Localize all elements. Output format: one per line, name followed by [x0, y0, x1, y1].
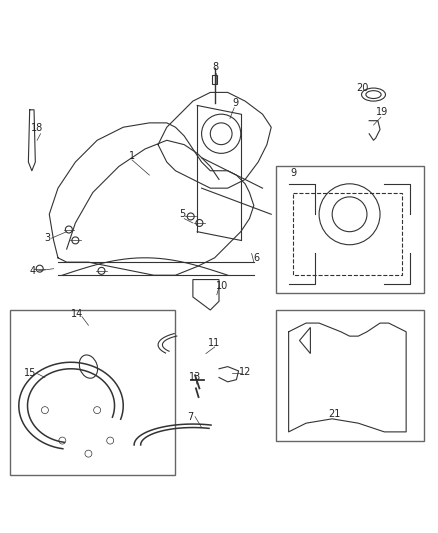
- Text: 4: 4: [30, 266, 36, 276]
- Text: 19: 19: [376, 107, 389, 117]
- Text: 18: 18: [31, 123, 43, 133]
- Text: 13: 13: [189, 373, 201, 383]
- Text: 5: 5: [179, 209, 185, 219]
- Text: 9: 9: [291, 168, 297, 178]
- Text: 3: 3: [44, 233, 50, 243]
- Bar: [212, 75, 217, 84]
- Text: 9: 9: [233, 98, 239, 108]
- Text: 21: 21: [328, 409, 340, 419]
- Text: 11: 11: [208, 338, 220, 348]
- Text: 8: 8: [212, 62, 219, 72]
- Text: 15: 15: [24, 368, 36, 378]
- Text: 1: 1: [129, 150, 135, 160]
- Text: 7: 7: [187, 411, 194, 422]
- Text: 10: 10: [216, 281, 229, 291]
- Text: 14: 14: [71, 309, 84, 319]
- Text: 6: 6: [253, 253, 259, 263]
- Text: 12: 12: [239, 367, 251, 377]
- Text: 20: 20: [357, 83, 369, 93]
